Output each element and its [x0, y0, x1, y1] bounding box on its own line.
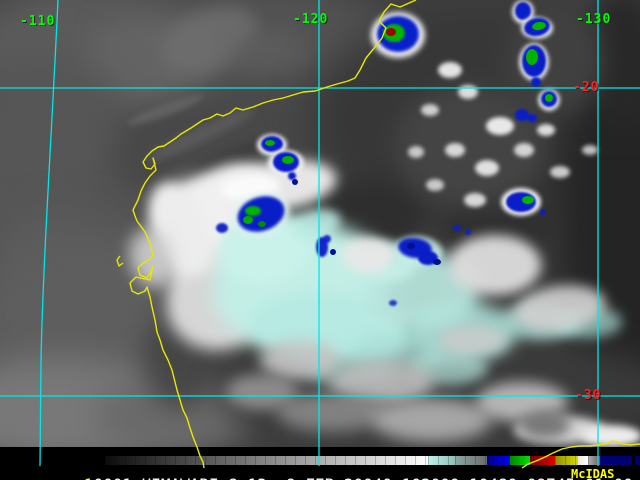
cloud-blob — [527, 114, 537, 122]
cloud-blob — [258, 221, 266, 227]
colorbar-segment-1 — [428, 456, 455, 465]
cloud-blob — [407, 243, 415, 249]
latitude-label--20: -20 — [573, 80, 600, 95]
cloud-blob — [389, 300, 397, 306]
colorbar-segment-5 — [530, 456, 555, 465]
colorbar-segment-2 — [455, 456, 487, 465]
colorbar-segment-8 — [588, 456, 600, 465]
cloud-blob — [342, 237, 394, 273]
cloud-blob — [282, 156, 294, 164]
cloud-blob — [453, 225, 461, 231]
cloud-blob — [426, 179, 444, 191]
colorbar-segment-6 — [555, 456, 578, 465]
longitude-label--120: -120 — [293, 12, 329, 27]
cloud-blob — [537, 124, 555, 136]
status-bar: 10001 HIMAWARI-8 13 9 FEB 20040 102000 1… — [0, 447, 640, 480]
cloud-blob — [386, 28, 396, 36]
cloud-blob — [449, 235, 541, 295]
mcidas-brand-label: McIDAS — [571, 467, 615, 480]
cloud-blob — [445, 143, 465, 157]
cloud-blob — [486, 117, 514, 135]
cloud-blob — [216, 223, 228, 233]
frame-number: 1 — [84, 475, 94, 480]
cloud-blob — [531, 77, 541, 87]
cloud-blob — [230, 30, 310, 80]
cloud-blob — [515, 2, 531, 20]
cloud-blob — [464, 193, 486, 207]
cloud-blob — [245, 206, 261, 216]
cloud-blob — [433, 259, 441, 265]
cloud-blob — [421, 104, 439, 116]
cloud-blob — [475, 160, 499, 176]
image-info-text: 0001 HIMAWARI-8 13 9 FEB 20040 102000 10… — [93, 475, 632, 480]
cloud-blob — [522, 196, 534, 204]
cloud-blob — [265, 140, 275, 146]
cloud-blob — [408, 146, 424, 158]
longitude-label--110: -110 — [20, 14, 56, 29]
cloud-blob — [582, 145, 598, 155]
cloud-blob — [545, 94, 553, 102]
cloud-blob — [458, 85, 478, 99]
cloud-blob — [519, 411, 571, 439]
cloud-blob — [465, 229, 471, 235]
cloud-blob — [438, 62, 462, 78]
colorbar-segment-0 — [105, 456, 428, 465]
enhancement-colorbar — [105, 456, 640, 465]
cloud-blob — [372, 398, 492, 442]
cloud-blob — [514, 143, 534, 157]
cloud-blob — [330, 249, 336, 255]
status-text-line: 10001 HIMAWARI-8 13 9 FEB 20040 102000 1… — [26, 465, 633, 480]
colorbar-segment-11 — [635, 456, 640, 465]
cloud-blob — [540, 209, 546, 215]
colorbar-segment-7 — [578, 456, 588, 465]
colorbar-segment-3 — [487, 456, 510, 465]
cloud-blob — [276, 392, 388, 432]
cloud-blob — [323, 235, 331, 243]
cloud-blob — [582, 425, 640, 447]
colorbar-segment-4 — [510, 456, 530, 465]
latitude-label--30: -30 — [575, 388, 602, 403]
satellite-image-canvas[interactable] — [0, 0, 640, 447]
cloud-blob — [438, 326, 506, 354]
cloud-blob — [526, 49, 538, 65]
cloud-blob — [292, 179, 298, 185]
cloud-blob — [243, 216, 253, 224]
colorbar-segment-9 — [600, 456, 632, 465]
longitude-label--130: -130 — [576, 12, 612, 27]
cloud-blob — [550, 166, 570, 178]
cloud-blob — [515, 109, 529, 121]
